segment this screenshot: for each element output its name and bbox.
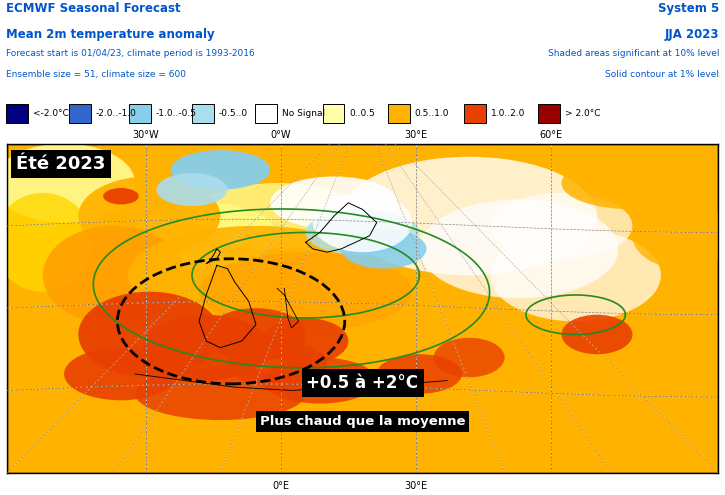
Text: > 2.0°C: > 2.0°C: [565, 109, 600, 118]
Ellipse shape: [312, 193, 413, 252]
Text: JJA 2023: JJA 2023: [665, 28, 719, 41]
Ellipse shape: [192, 183, 362, 249]
Ellipse shape: [135, 203, 277, 269]
Text: Ensemble size = 51, climate size = 600: Ensemble size = 51, climate size = 600: [6, 70, 186, 79]
Text: 0..0.5: 0..0.5: [349, 109, 376, 118]
Ellipse shape: [157, 173, 228, 206]
Ellipse shape: [263, 357, 377, 403]
Ellipse shape: [78, 292, 220, 377]
Text: Été 2023: Été 2023: [17, 155, 106, 173]
Text: Plus chaud que la moyenne: Plus chaud que la moyenne: [260, 415, 465, 428]
Ellipse shape: [434, 338, 505, 377]
Text: 1.0..2.0: 1.0..2.0: [491, 109, 525, 118]
Ellipse shape: [142, 315, 270, 381]
Text: +0.5 à +2°C: +0.5 à +2°C: [307, 374, 418, 392]
Text: -1.0..-0.5: -1.0..-0.5: [156, 109, 197, 118]
Text: 0°E: 0°E: [273, 481, 289, 491]
Ellipse shape: [306, 209, 419, 255]
Ellipse shape: [128, 226, 384, 325]
Ellipse shape: [135, 367, 306, 420]
Text: 30°E: 30°E: [405, 130, 427, 140]
Text: 30°W: 30°W: [133, 130, 159, 140]
Text: <-2.0°C: <-2.0°C: [33, 109, 68, 118]
Ellipse shape: [341, 229, 426, 269]
Text: 30°E: 30°E: [405, 481, 427, 491]
Text: No Signal: No Signal: [282, 109, 325, 118]
Text: 0°W: 0°W: [270, 130, 291, 140]
Text: Forecast start is 01/04/23, climate period is 1993-2016: Forecast start is 01/04/23, climate peri…: [6, 49, 254, 58]
Ellipse shape: [78, 176, 220, 255]
Bar: [192, 104, 214, 123]
Bar: [388, 104, 410, 123]
Ellipse shape: [263, 318, 348, 364]
Ellipse shape: [0, 193, 93, 292]
Text: Mean 2m temperature anomaly: Mean 2m temperature anomaly: [6, 28, 215, 41]
Ellipse shape: [103, 188, 138, 204]
Ellipse shape: [64, 347, 178, 400]
Text: Shaded areas significant at 10% level: Shaded areas significant at 10% level: [547, 49, 719, 58]
Text: -2.0..-1.0: -2.0..-1.0: [96, 109, 136, 118]
Ellipse shape: [419, 199, 618, 298]
Bar: [464, 104, 486, 123]
Bar: [323, 104, 344, 123]
Bar: [255, 104, 277, 123]
Ellipse shape: [561, 315, 632, 354]
Ellipse shape: [199, 252, 413, 331]
Text: 0.5..1.0: 0.5..1.0: [415, 109, 450, 118]
Ellipse shape: [206, 308, 306, 361]
Ellipse shape: [0, 144, 135, 223]
Bar: [129, 104, 151, 123]
Ellipse shape: [561, 157, 703, 209]
Text: ECMWF Seasonal Forecast: ECMWF Seasonal Forecast: [6, 1, 181, 14]
Text: 60°E: 60°E: [539, 130, 563, 140]
Ellipse shape: [170, 150, 270, 190]
Bar: [538, 104, 560, 123]
Text: Solid contour at 1% level: Solid contour at 1% level: [605, 70, 719, 79]
Ellipse shape: [490, 193, 632, 259]
Text: System 5: System 5: [658, 1, 719, 14]
Ellipse shape: [43, 226, 185, 325]
Ellipse shape: [490, 229, 661, 321]
Ellipse shape: [377, 354, 462, 394]
Ellipse shape: [270, 176, 398, 229]
Text: -0.5..0: -0.5..0: [219, 109, 248, 118]
Ellipse shape: [632, 203, 725, 269]
Ellipse shape: [228, 341, 327, 387]
Bar: [6, 104, 28, 123]
Bar: [69, 104, 91, 123]
Ellipse shape: [341, 157, 597, 275]
